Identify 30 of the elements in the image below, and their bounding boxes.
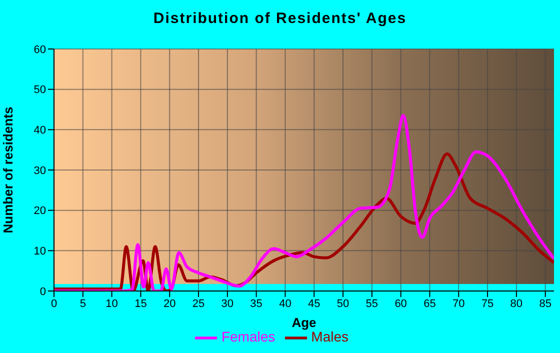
y-tick-label: 50 (34, 84, 46, 96)
y-axis-title: Number of residents (0, 106, 16, 234)
x-tick-label: 35 (250, 298, 262, 310)
x-tick-label: 55 (366, 298, 378, 310)
y-tick-label: 20 (34, 205, 46, 218)
x-tick-label: 30 (221, 298, 234, 310)
x-tick-label: 0 (50, 298, 58, 310)
legend-label: Females (221, 328, 276, 345)
x-tick-label: 20 (163, 298, 176, 310)
x-tick-label: 50 (336, 298, 350, 310)
x-tick-label: 75 (481, 298, 494, 310)
chart-title: Distribution of Residents' Ages (152, 10, 408, 27)
x-tick-label: 70 (452, 298, 465, 310)
legend-label: Males (311, 328, 349, 345)
x-tick-label: 60 (394, 298, 407, 310)
x-tick-label: 45 (308, 298, 320, 310)
x-axis-title: Age (292, 315, 316, 330)
y-tick-label: 60 (34, 44, 46, 56)
y-tick-label: 10 (34, 246, 46, 258)
x-tick-label: 5 (80, 298, 86, 310)
y-tick-label: 40 (34, 124, 46, 137)
x-tick-label: 10 (106, 298, 118, 310)
y-tick-label: 0 (40, 286, 46, 298)
x-tick-label: 15 (134, 298, 147, 310)
x-tick-label: 40 (279, 298, 292, 310)
y-tick-label: 30 (34, 164, 46, 177)
x-tick-label: 25 (192, 298, 205, 310)
x-tick-label: 65 (424, 298, 436, 310)
x-tick-label: 85 (539, 298, 552, 310)
x-tick-label: 80 (510, 298, 523, 310)
